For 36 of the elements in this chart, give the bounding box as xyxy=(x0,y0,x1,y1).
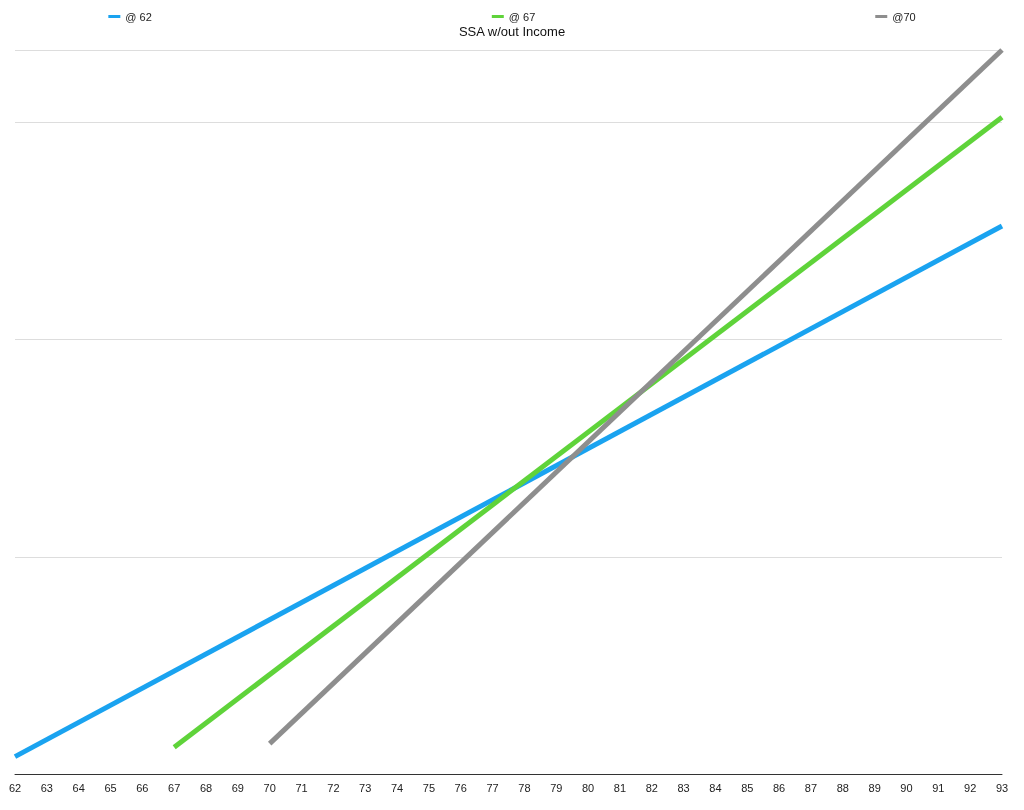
x-tick-label: 82 xyxy=(645,781,658,794)
x-tick-label: 78 xyxy=(518,781,531,794)
x-tick-label: 85 xyxy=(741,781,754,794)
legend-label: @ 67 xyxy=(508,10,536,23)
x-tick-label: 69 xyxy=(231,781,244,794)
x-tick-label: 65 xyxy=(104,781,117,794)
x-tick-label: 70 xyxy=(263,781,276,794)
x-tick-label: 87 xyxy=(804,781,818,794)
x-tick-label: 88 xyxy=(836,781,849,794)
x-tick-label: 64 xyxy=(72,781,85,794)
x-tick-label: 63 xyxy=(40,781,53,794)
x-tick-label: 92 xyxy=(964,781,977,794)
x-tick-label: 73 xyxy=(359,781,372,794)
x-tick-label: 66 xyxy=(136,781,149,794)
x-tick-label: 77 xyxy=(486,781,499,794)
x-tick-label: 74 xyxy=(390,781,404,794)
x-tick-label: 67 xyxy=(168,781,181,794)
x-tick-label: 90 xyxy=(900,781,913,794)
x-tick-label: 62 xyxy=(8,781,22,794)
x-tick-label: 93 xyxy=(995,781,1009,794)
x-tick-label: 72 xyxy=(327,781,340,794)
x-tick-label: 68 xyxy=(199,781,213,794)
x-tick-label: 80 xyxy=(581,781,595,794)
x-tick-label: 83 xyxy=(677,781,690,794)
x-tick-label: 75 xyxy=(422,781,436,794)
x-tick-label: 76 xyxy=(454,781,467,794)
chart-title: SSA w/out Income xyxy=(458,24,566,39)
legend-label: @70 xyxy=(892,10,916,23)
x-tick-label: 84 xyxy=(709,781,722,794)
x-tick-label: 89 xyxy=(868,781,881,794)
x-tick-label: 81 xyxy=(613,781,627,794)
x-tick-label: 86 xyxy=(773,781,786,794)
x-tick-label: 71 xyxy=(295,781,308,794)
x-tick-label: 79 xyxy=(550,781,563,794)
legend-label: @ 62 xyxy=(125,10,152,23)
x-tick-label: 91 xyxy=(932,781,945,794)
